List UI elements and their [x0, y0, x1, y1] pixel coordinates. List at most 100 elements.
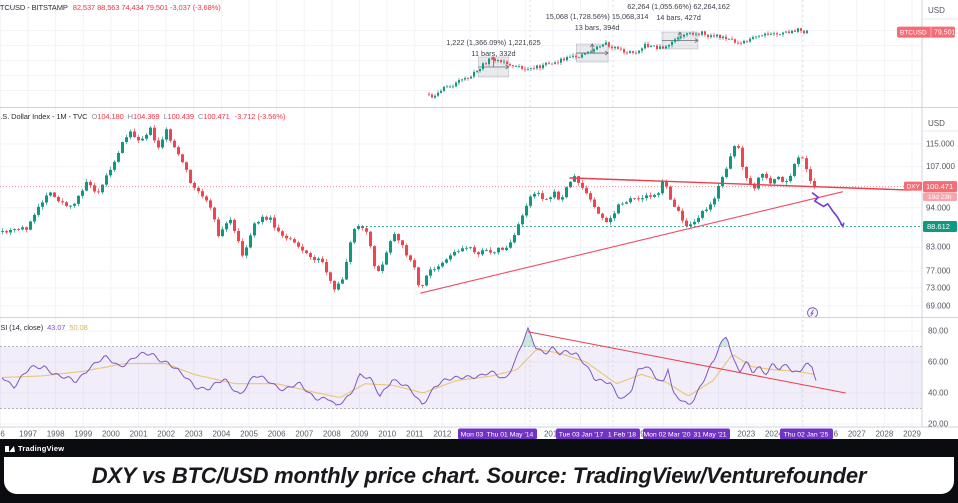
dxy-candles	[1, 124, 816, 293]
rsi-tick: 60.00	[928, 358, 949, 367]
time-axis[interactable]: 96 1997 1998 1999 2000 2001 2002 2003 2004 2005 20…	[0, 428, 921, 440]
year-tick: 2008	[323, 430, 341, 439]
dxy-close-label: C	[197, 112, 204, 121]
level-price-badge	[923, 220, 957, 232]
dxy-price-tick: 77.000	[926, 267, 951, 276]
descending-trendline	[569, 177, 910, 191]
btc-legend[interactable]: BTCUSD - BITSTAMP 82,537 88,563 74,434 79…	[0, 3, 221, 12]
annotation-line2: 11 bars, 332d	[471, 49, 515, 58]
lightning-marker-icon	[807, 307, 818, 317]
dxy-price-tick: 83.000	[926, 243, 951, 252]
date-range-label: Thu 02 Jan '25	[784, 431, 829, 438]
rsi-indicator-label: RSI (14, close)	[0, 323, 44, 332]
date-range-badge	[556, 428, 640, 439]
year-tick: 2007	[295, 430, 313, 439]
svg-text:DXY: DXY	[907, 183, 921, 190]
panel-chrome	[0, 0, 958, 428]
btcusd-price-badge	[897, 26, 955, 38]
rsi-line	[1, 326, 817, 406]
dxy-price-tick: 69.000	[926, 301, 951, 310]
dxy-drawings[interactable]	[420, 177, 910, 318]
year-tick: 2002	[157, 430, 175, 439]
dxy-high-value: 104.369	[133, 112, 160, 121]
year-tick: 2016	[544, 430, 562, 439]
date-range-label: 31 May '21	[693, 431, 726, 438]
rsi-band	[0, 346, 922, 409]
svg-text:BTCUSD: BTCUSD	[900, 30, 927, 37]
tradingview-watermark[interactable]: TradingView	[5, 444, 64, 453]
year-tick: 96	[0, 430, 5, 439]
dxy-low-label: L	[163, 112, 168, 121]
dxy-price-badge	[923, 181, 957, 193]
rsi-tick: 40.00	[928, 389, 949, 398]
dxy-axis-currency: USD	[928, 119, 945, 128]
date-range-badge	[780, 428, 833, 439]
dxy-symbol-badge	[904, 181, 922, 191]
dxy-change-value: -3.712 (-3.56%)	[234, 112, 286, 121]
dxy-legend[interactable]: U.S. Dollar Index - 1M - TVC O104.180 H104…	[0, 112, 285, 121]
projection-path	[811, 191, 844, 227]
year-tick: 2023	[737, 430, 755, 439]
date-range-label: Mon 03	[461, 431, 484, 438]
year-tick: 2010	[378, 430, 396, 439]
rsi-tick: 80.00	[928, 327, 949, 336]
price-chart-canvas[interactable]: USD USD 115.000 107.000 94.000 83.000 77.000 73…	[0, 0, 958, 439]
annotation-line2: 13 bars, 394d	[575, 23, 620, 32]
caption-box: DXY vs BTC/USD monthly price chart. Sour…	[4, 457, 954, 494]
dxy-close-value: 100.471	[203, 112, 230, 121]
rsi-value: 43.07	[47, 323, 66, 332]
annotation-line1: 1,222 (1,366.09%) 1,221,625	[446, 38, 541, 47]
date-range-badge	[458, 428, 537, 439]
year-tick: 2000	[102, 430, 120, 439]
svg-text:19d 23h: 19d 23h	[928, 194, 952, 201]
tradingview-watermark-label: TradingView	[18, 444, 65, 453]
year-tick: 2006	[268, 430, 286, 439]
btc-candles	[428, 27, 808, 99]
year-tick: 2027	[848, 430, 866, 439]
btc-ohlc-values: 82,537 88,563 74,434 79,501 -3,037 (-3.6…	[72, 3, 221, 12]
btc-axis-currency: USD	[928, 6, 945, 15]
year-tick: 2004	[212, 430, 230, 439]
btc-annotations: 1,222 (1,366.09%) 1,221,625 11 bars, 332d…	[446, 2, 730, 58]
year-tick: 2011	[406, 430, 424, 439]
projection-arrowhead	[839, 222, 845, 229]
caption-text: DXY vs BTC/USD monthly price chart. Sour…	[91, 462, 867, 488]
year-tick: 2028	[875, 430, 893, 439]
tradingview-logo-icon	[5, 446, 15, 452]
price-axis[interactable]: USD USD 115.000 107.000 94.000 83.000 77.000 73…	[926, 6, 955, 429]
year-tick: 2005	[240, 430, 258, 439]
btc-symbol-label: BTCUSD - BITSTAMP	[0, 3, 68, 12]
rsi-ma-value: 50.08	[69, 323, 88, 332]
date-range-label: Tue 03 Jan '17	[559, 431, 604, 438]
dxy-countdown-badge	[923, 192, 957, 201]
year-tick: 2009	[351, 430, 369, 439]
date-range-badge	[643, 428, 730, 439]
svg-text:88.612: 88.612	[927, 222, 950, 231]
year-tick: 1999	[74, 430, 92, 439]
rsi-ma-line	[1, 349, 816, 398]
dxy-symbol-label: U.S. Dollar Index - 1M - TVC	[0, 112, 88, 121]
dxy-high-label: H	[127, 112, 133, 121]
dxy-low-value: 100.439	[167, 112, 195, 121]
dxy-open-label: O	[91, 112, 98, 121]
date-range-label: Mon 02 Mar '20	[643, 431, 690, 438]
year-tick: 1997	[19, 430, 37, 439]
annotation-line1: 62,264 (1,055.66%) 62,264,162	[627, 2, 730, 11]
dxy-price-tick: 115.000	[926, 139, 955, 148]
dxy-reference-lines	[0, 186, 922, 227]
year-tick: 2024	[765, 430, 783, 439]
annotation-line1: 15,068 (1,728.56%) 15,068,314	[546, 12, 649, 21]
svg-text:100.471: 100.471	[926, 182, 953, 191]
rsi-trendline[interactable]	[527, 331, 846, 394]
price-badges: BTCUSD 79,501 DXY 100.471 19d 23h 88.612	[897, 26, 957, 232]
dxy-price-tick: 107.000	[926, 162, 955, 171]
year-tick: 1998	[47, 430, 65, 439]
grid-lines	[0, 0, 922, 427]
date-range-label: Thu 01 May '14	[487, 431, 534, 438]
date-range-label: 1 Feb '18	[608, 431, 636, 438]
dxy-price-tick: 73.000	[926, 283, 951, 292]
year-tick: 2012	[433, 430, 451, 439]
year-tick: 2029	[903, 430, 921, 439]
